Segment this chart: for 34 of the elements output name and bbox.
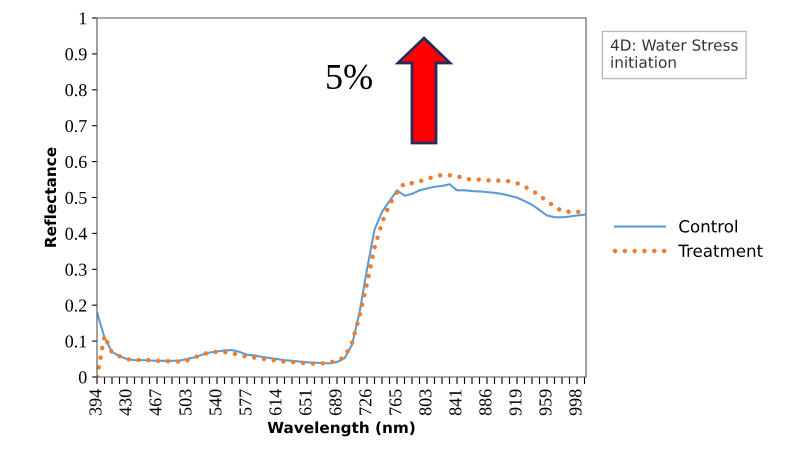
x-tick-label: 689 xyxy=(329,390,342,416)
x-tick-label: 503 xyxy=(179,390,192,415)
x-tick-label: 803 xyxy=(419,390,432,416)
x-tick-label: 651 xyxy=(299,390,312,416)
y-axis-title: Reflectance xyxy=(44,148,56,247)
x-tick-label: 577 xyxy=(240,389,252,415)
x-tick-label: 430 xyxy=(119,389,132,416)
legend-label: Control xyxy=(679,220,738,233)
y-tick-label: 0.8 xyxy=(65,84,87,96)
x-tick-label: 841 xyxy=(449,390,462,416)
x-tick-label: 998 xyxy=(569,389,582,416)
x-tick-label: 919 xyxy=(509,390,522,416)
legend-label: Treatment xyxy=(678,244,763,258)
x-tick-label: 886 xyxy=(479,389,492,416)
x-tick-label: 614 xyxy=(269,389,282,416)
y-tick-label: 0.4 xyxy=(65,228,87,240)
text: 4D: Water Stress initiation xyxy=(610,39,738,68)
x-tick-label: 467 xyxy=(149,389,162,416)
x-axis-title: Wavelength (nm) xyxy=(268,421,414,436)
x-tick-label: 959 xyxy=(539,390,552,416)
y-tick-label: 0 xyxy=(78,371,87,384)
y-tick-label: 0.1 xyxy=(65,335,86,348)
x-tick-label: 394 xyxy=(89,389,102,416)
y-tick-label: 0.7 xyxy=(65,120,87,132)
annotation: 5% xyxy=(327,64,372,90)
y-tick-label: 0.5 xyxy=(65,192,87,204)
y-tick-label: 0.6 xyxy=(65,156,87,168)
y-tick-label: 1 xyxy=(80,12,86,24)
y-tick-label: 0.2 xyxy=(65,299,86,312)
x-tick-label: 540 xyxy=(209,389,222,415)
y-tick-label: 0.3 xyxy=(65,264,87,276)
x-tick-label: 765 xyxy=(389,390,402,415)
y-tick-label: 0.9 xyxy=(65,48,87,60)
x-tick-label: 726 xyxy=(359,389,372,415)
